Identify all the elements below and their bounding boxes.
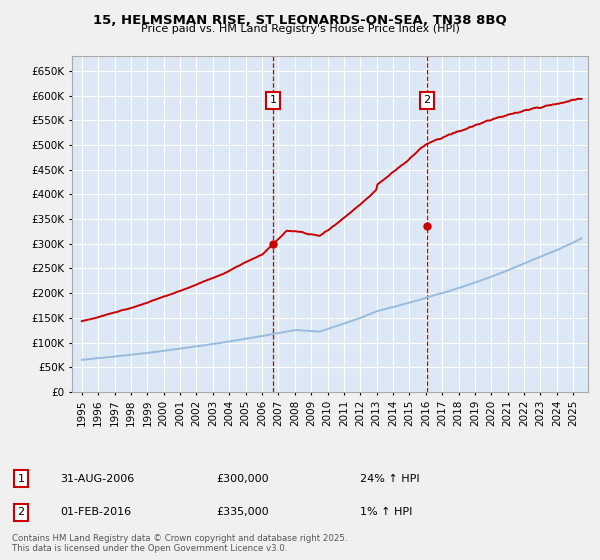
Text: Price paid vs. HM Land Registry's House Price Index (HPI): Price paid vs. HM Land Registry's House … <box>140 24 460 34</box>
Text: 15, HELMSMAN RISE, ST LEONARDS-ON-SEA, TN38 8BQ: 15, HELMSMAN RISE, ST LEONARDS-ON-SEA, T… <box>93 14 507 27</box>
Text: 01-FEB-2016: 01-FEB-2016 <box>60 507 131 517</box>
Text: Contains HM Land Registry data © Crown copyright and database right 2025.
This d: Contains HM Land Registry data © Crown c… <box>12 534 347 553</box>
Text: 1: 1 <box>17 474 25 484</box>
Text: £335,000: £335,000 <box>216 507 269 517</box>
Text: 1% ↑ HPI: 1% ↑ HPI <box>360 507 412 517</box>
Text: 2: 2 <box>17 507 25 517</box>
Text: £300,000: £300,000 <box>216 474 269 484</box>
Text: 31-AUG-2006: 31-AUG-2006 <box>60 474 134 484</box>
Text: 2: 2 <box>424 95 431 105</box>
Text: 1: 1 <box>269 95 277 105</box>
Text: 24% ↑ HPI: 24% ↑ HPI <box>360 474 419 484</box>
